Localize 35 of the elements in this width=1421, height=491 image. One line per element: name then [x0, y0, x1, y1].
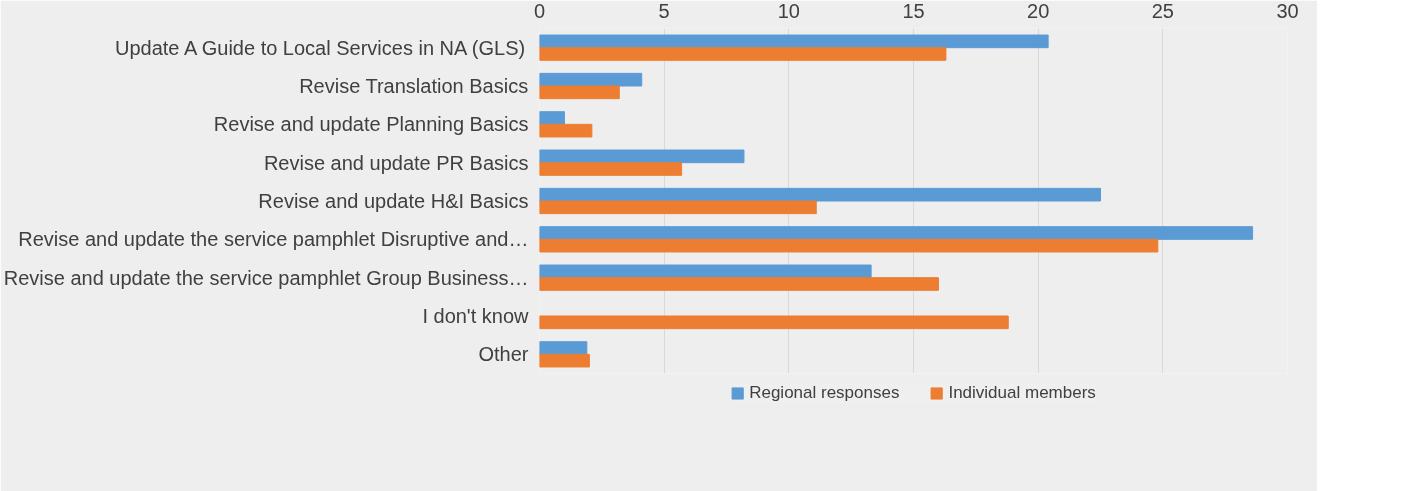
y-tick-label: Other [478, 343, 529, 366]
legend-label: Individual members [948, 383, 1096, 403]
legend-label: Regional responses [749, 383, 900, 403]
bar [539, 47, 947, 61]
bar [539, 34, 1049, 49]
y-tick-label: Revise and update PR Basics [263, 151, 529, 174]
bar [539, 226, 1254, 240]
y-tick-label: Revise and update H&I Basics [258, 190, 529, 212]
bar [539, 187, 1101, 202]
x-tick-label: 20 [1027, 0, 1050, 22]
bar [539, 200, 817, 215]
bar [539, 85, 620, 100]
y-tick-label: Update A Guide to Local Services in NA (GLS) [114, 36, 526, 59]
bar [539, 238, 1159, 253]
x-tick-label: 10 [777, 0, 800, 22]
bar [539, 277, 939, 291]
y-tick-label: Revise and update Planning Basics [213, 113, 529, 136]
bar [539, 111, 565, 125]
x-tick-label: 25 [1151, 0, 1174, 22]
bar [539, 264, 872, 279]
y-tick-label: Revise and update the service pamphlet Disruptive and… [18, 228, 529, 251]
bar [539, 353, 590, 368]
x-tick-label: 5 [658, 0, 670, 22]
bar [539, 72, 643, 87]
x-tick-label: 15 [902, 0, 925, 22]
y-tick-label: Revise Translation Basics [299, 75, 529, 97]
x-tick-label: 30 [1276, 0, 1299, 22]
x-tick-label: 0 [533, 0, 546, 22]
bar [539, 149, 745, 164]
y-tick-label: I don't know [422, 305, 530, 327]
bar [539, 162, 683, 176]
bar [539, 123, 593, 138]
bar [539, 315, 1009, 330]
y-tick-label: Revise and update the service pamphlet Group Business… [3, 266, 529, 289]
bar [539, 341, 588, 355]
